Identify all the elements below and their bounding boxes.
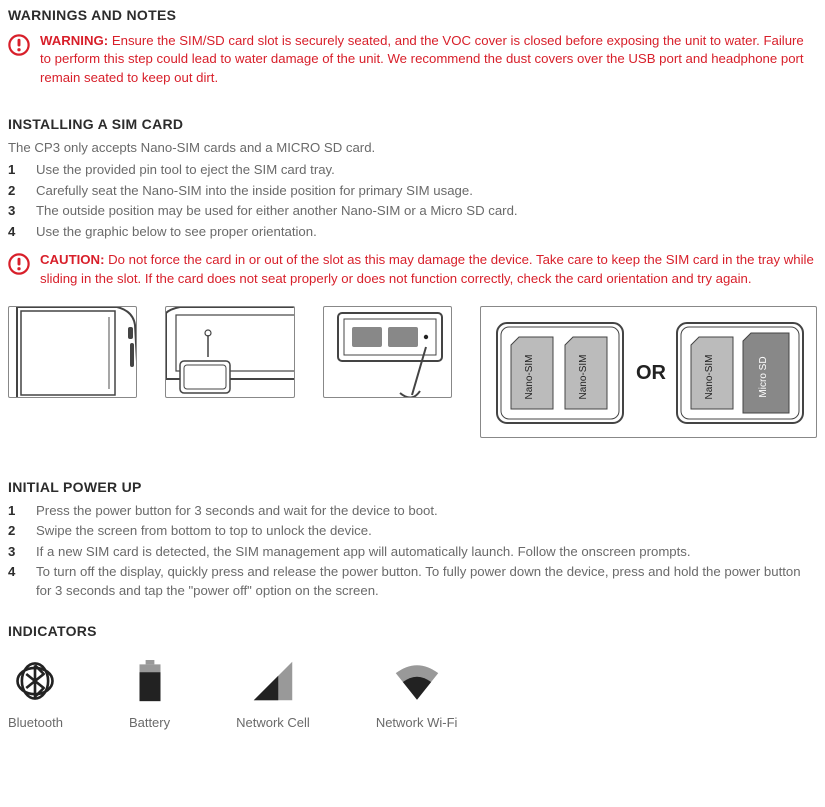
bluetooth-icon (14, 660, 56, 702)
warning-text: WARNING: Ensure the SIM/SD card slot is … (40, 32, 817, 87)
caution-callout: CAUTION: Do not force the card in or out… (8, 251, 817, 288)
warnings-title: WARNINGS AND NOTES (8, 6, 817, 26)
power-steps: Press the power button for 3 seconds and… (8, 502, 817, 600)
card-label-nano: Nano-SIM (704, 355, 715, 400)
install-intro: The CP3 only accepts Nano-SIM cards and … (8, 139, 817, 157)
warning-callout: WARNING: Ensure the SIM/SD card slot is … (8, 32, 817, 87)
card-label-micro: Micro SD (758, 356, 769, 397)
indicator-item: Network Wi-Fi (376, 662, 458, 732)
battery-icon (134, 660, 166, 702)
diagram-tray-config: Nano-SIM Nano-SIM OR Nano-SIM (480, 306, 817, 438)
alert-icon (8, 34, 30, 56)
indicator-label: Battery (129, 714, 170, 732)
install-title: INSTALLING A SIM CARD (8, 115, 817, 135)
card-label-nano: Nano-SIM (578, 355, 589, 400)
indicators-row: Bluetooth Battery Network Cell N (8, 660, 817, 732)
warning-label: WARNING: (40, 33, 108, 48)
diagram-phone-edge (8, 306, 137, 398)
caution-text: CAUTION: Do not force the card in or out… (40, 251, 817, 288)
warning-body: Ensure the SIM/SD card slot is securely … (40, 33, 804, 85)
caution-body: Do not force the card in or out of the s… (40, 252, 814, 285)
indicator-item: Bluetooth (8, 660, 63, 732)
indicator-item: Network Cell (236, 660, 310, 732)
wifi-icon (394, 662, 440, 702)
power-step: If a new SIM card is detected, the SIM m… (8, 543, 817, 561)
alert-icon (8, 253, 30, 275)
power-step: Press the power button for 3 seconds and… (8, 502, 817, 520)
install-step: The outside position may be used for eit… (8, 202, 817, 220)
diagram-pin-tool (323, 306, 452, 398)
install-step: Use the provided pin tool to eject the S… (8, 161, 817, 179)
or-label: OR (636, 362, 667, 384)
power-step: Swipe the screen from bottom to top to u… (8, 522, 817, 540)
power-title: INITIAL POWER UP (8, 478, 817, 498)
indicator-label: Bluetooth (8, 714, 63, 732)
install-steps: Use the provided pin tool to eject the S… (8, 161, 817, 241)
power-step: To turn off the display, quickly press a… (8, 563, 817, 600)
indicator-label: Network Wi-Fi (376, 714, 458, 732)
cell-signal-icon (252, 660, 294, 702)
card-label-nano: Nano-SIM (524, 355, 535, 400)
diagram-tray-eject (165, 306, 294, 398)
indicators-title: INDICATORS (8, 622, 817, 642)
indicator-label: Network Cell (236, 714, 310, 732)
install-step: Carefully seat the Nano-SIM into the ins… (8, 182, 817, 200)
caution-label: CAUTION: (40, 252, 104, 267)
indicator-item: Battery (129, 660, 170, 732)
diagram-row: Nano-SIM Nano-SIM OR Nano-SIM (8, 306, 817, 438)
install-step: Use the graphic below to see proper orie… (8, 223, 817, 241)
